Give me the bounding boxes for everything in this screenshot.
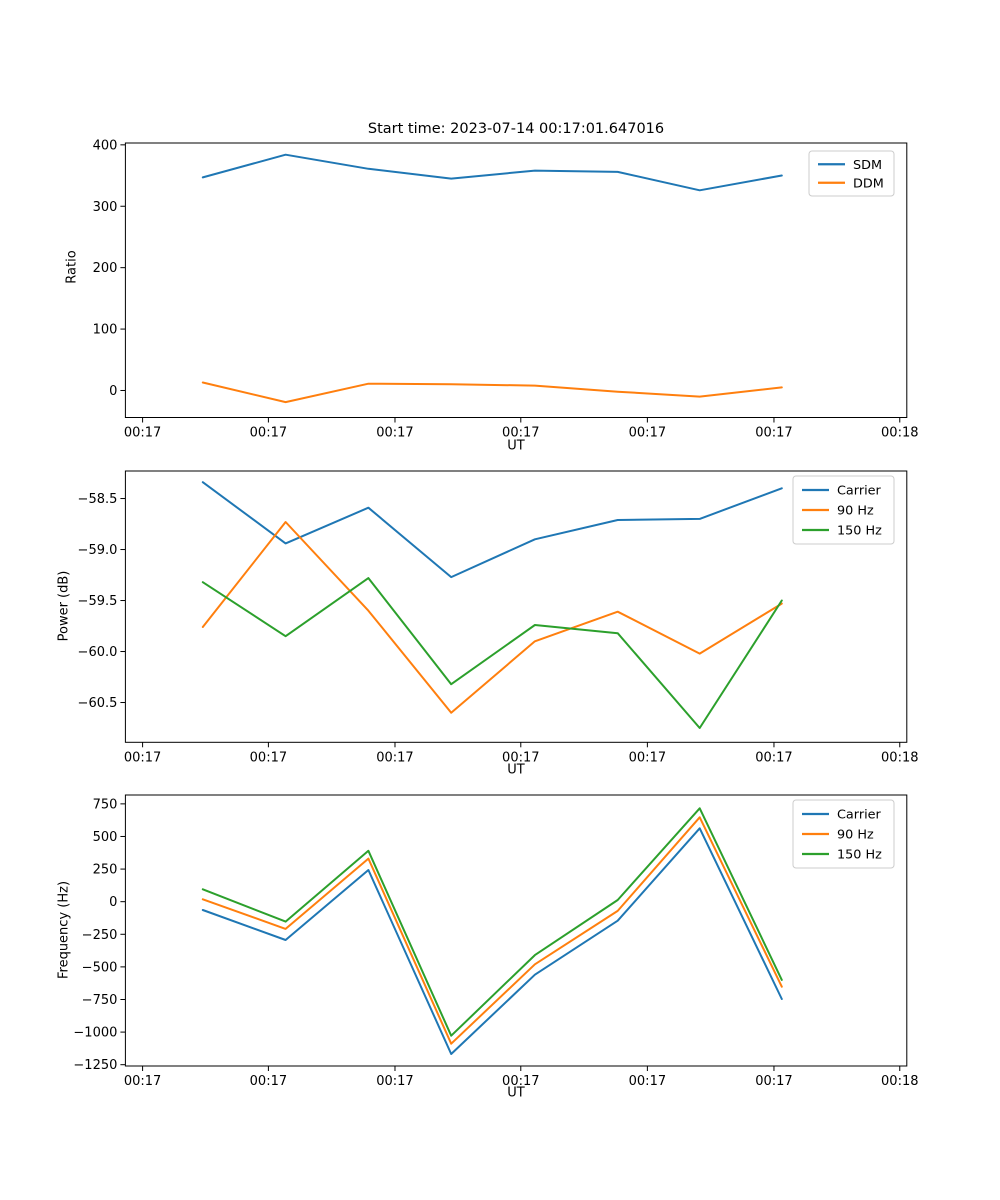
x-tick-label: 00:17 [124,1074,161,1089]
legend-box [808,150,895,197]
x-tick-label: 00:17 [629,426,666,441]
y-tick-label: 0 [109,384,117,399]
ratio-chart-xlabel: UT [507,438,525,454]
y-tick-label: −58.5 [78,492,118,507]
figure-title: Start time: 2023-07-14 00:17:01.647016 [367,121,665,137]
series-sdm [201,153,783,192]
y-tick-label: −1250 [73,1058,117,1073]
y-tick-label: −60.5 [78,696,118,711]
x-tick-label: 00:17 [376,1074,413,1089]
y-tick-label: 100 [93,323,118,338]
power-chart-legend: Carrier 90 Hz 150 Hz [792,475,895,545]
y-tick-label: 750 [93,797,118,812]
power-chart-xlabel: UT [507,762,525,778]
legend-label: Carrier [837,808,882,823]
series-ddm [201,381,783,404]
ratio-chart: 0 100 200 300 400 00:17 00:17 00:17 00:17 00:17 00… [93,138,919,440]
x-tick-label: 00:18 [881,426,918,441]
legend-box [792,799,895,869]
x-tick-label: 00:17 [502,1074,539,1089]
y-tick-label: −500 [82,960,118,975]
series-90-hz [201,521,783,714]
legend-box [792,475,895,545]
y-tick-label: 500 [93,830,118,845]
y-tick-label: −1000 [73,1026,117,1041]
frequency-chart-legend: Carrier 90 Hz 150 Hz [792,799,895,869]
y-tick-label: 200 [93,261,118,276]
power-chart-frame [124,470,908,743]
x-tick-label: 00:17 [502,750,539,765]
frequency-chart: 750 500 250 0 −250 −500 −750 −1000 −1250 00:17 00:… [73,794,919,1089]
x-tick-label: 00:17 [629,750,666,765]
legend-label: 90 Hz [837,504,874,519]
y-tick-label: −250 [82,928,118,943]
y-tick-label: −60.0 [78,645,118,660]
x-tick-label: 00:18 [881,1074,918,1089]
x-tick-label: 00:17 [124,426,161,441]
x-tick-label: 00:17 [755,750,792,765]
x-tick-label: 00:17 [250,750,287,765]
legend-label: 90 Hz [837,828,874,843]
series-90-hz [201,816,783,1045]
y-tick-label: −59.5 [78,594,118,609]
y-tick-label: −750 [82,993,118,1008]
series-150-hz [201,807,783,1037]
x-tick-label: 00:17 [250,426,287,441]
legend-label: SDM [853,158,882,173]
legend-label: 150 Hz [837,524,882,539]
x-tick-label: 00:17 [376,426,413,441]
x-tick-label: 00:17 [502,426,539,441]
y-tick-label: 0 [109,895,117,910]
legend-label: DDM [853,176,884,191]
x-tick-label: 00:17 [755,1074,792,1089]
power-chart-ylabel: Power (dB) [56,570,72,642]
ratio-chart-legend: SDM DDM [808,150,895,197]
x-tick-label: 00:17 [124,750,161,765]
series-carrier [201,481,783,579]
x-tick-label: 00:17 [755,426,792,441]
x-tick-label: 00:17 [250,1074,287,1089]
series-carrier [201,827,783,1055]
x-tick-label: 00:17 [629,1074,666,1089]
y-tick-label: 400 [93,138,118,153]
legend-label: Carrier [837,484,882,499]
frequency-chart-frame [124,794,908,1067]
x-tick-label: 00:18 [881,750,918,765]
y-tick-label: −59.0 [78,543,118,558]
frequency-chart-xlabel: UT [507,1085,525,1101]
ratio-chart-frame [124,142,908,418]
x-tick-label: 00:17 [376,750,413,765]
series-150-hz [201,577,783,729]
frequency-chart-ylabel: Frequency (Hz) [56,880,72,980]
y-tick-label: 250 [93,863,118,878]
legend-label: 150 Hz [837,848,882,863]
ratio-chart-ylabel: Ratio [64,250,80,284]
power-chart: −58.5 −59.0 −59.5 −60.0 −60.5 00:17 00:17 00:17… [78,470,919,765]
y-tick-label: 300 [93,200,118,215]
